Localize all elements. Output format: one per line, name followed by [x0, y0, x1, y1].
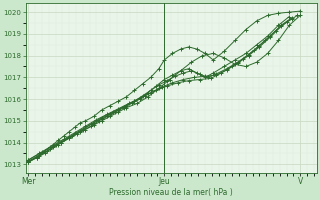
X-axis label: Pression niveau de la mer( hPa ): Pression niveau de la mer( hPa ) [109, 188, 233, 197]
